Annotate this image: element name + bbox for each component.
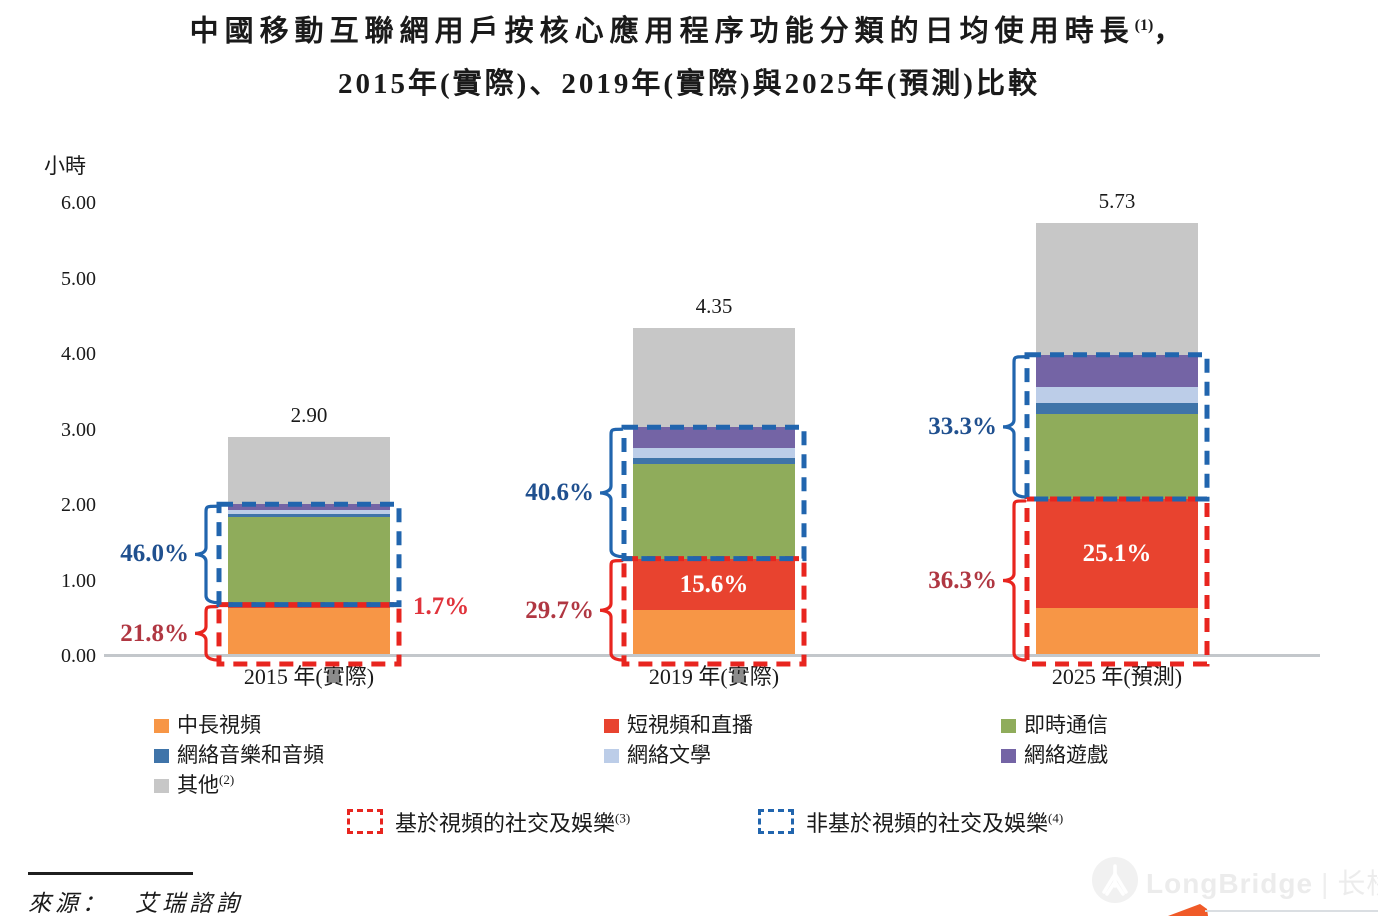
bar-segment-即時通信 <box>228 517 390 605</box>
percent-label-video-based: 21.8% <box>120 620 189 648</box>
x-axis-category-label: 2025 年(預測) <box>1051 664 1183 689</box>
legend-label: 網絡音樂和音頻 <box>177 743 324 767</box>
legend-label: 其他 <box>177 773 219 797</box>
bar-segment-網絡音樂和音頻 <box>1036 403 1198 414</box>
logo-swoosh-icon <box>1168 904 1208 916</box>
legend-item-video-based-social-entertainment: 基於視頻的社交及娛樂(3) <box>347 806 631 836</box>
legend-item-non-video-based-social-entertainment: 非基於視頻的社交及娛樂(4) <box>758 806 1064 836</box>
bar-segment-網絡文學 <box>228 510 390 515</box>
legend-sup: (4) <box>1048 810 1064 826</box>
legend-sup: (2) <box>219 772 235 787</box>
bar-segment-網絡文學 <box>1036 387 1198 404</box>
percent-label-non-video-based: 40.6% <box>525 478 594 506</box>
legend-item-instant-messaging: 即時通信 <box>1001 709 1108 737</box>
bar-segment-網絡遊戲 <box>228 504 390 511</box>
legend-label: 非基於視頻的社交及娛樂 <box>806 811 1049 836</box>
bar-segment-網絡遊戲 <box>1036 354 1198 388</box>
bar-segment-即時通信 <box>633 464 795 559</box>
legend-item-short-video-live: 短視頻和直播 <box>604 709 753 737</box>
legend-swatch-instant-messaging <box>1001 719 1016 733</box>
percent-label-inner: 15.6% <box>679 571 749 599</box>
percent-label-side: 1.7% <box>413 592 470 620</box>
bar-segment-中長視頻 <box>1036 607 1198 656</box>
bar-total-label: 2.90 <box>290 403 328 428</box>
x-axis-baseline <box>104 654 1320 657</box>
legend-item-online-games: 網絡遊戲 <box>1001 739 1108 767</box>
bar-total-label: 5.73 <box>1098 189 1136 214</box>
bar-segment-網絡遊戲 <box>633 427 795 449</box>
watermark-text: LongBridge|长桥 <box>1146 862 1378 902</box>
y-tick-label: 1.00 <box>61 569 96 592</box>
y-tick-label: 4.00 <box>61 343 96 365</box>
percent-label-video-based: 36.3% <box>928 567 997 595</box>
legend-item-online-literature: 網絡文學 <box>604 739 711 767</box>
watermark-brand: LongBridge <box>1146 868 1314 899</box>
bar-segment-網絡文學 <box>633 448 795 459</box>
legend-label: 即時通信 <box>1024 713 1108 737</box>
legend-label: 短視頻和直播 <box>627 713 753 737</box>
legend-swatch-others <box>154 779 169 793</box>
legend-item-online-music-audio: 網絡音樂和音頻 <box>154 739 324 767</box>
y-tick-label: 5.00 <box>61 267 96 290</box>
x-axis-category-label: 2015 年(實際) <box>243 664 375 689</box>
legend-label: 網絡遊戲 <box>1024 743 1108 767</box>
longbridge-logo-icon <box>1092 857 1138 903</box>
chart-title-line1-text: 中國移動互聯網用戶按核心應用程序功能分類的日均使用時長 <box>189 15 1135 48</box>
legend-dashed-swatch-blue <box>758 809 794 834</box>
y-axis-unit-label: 小時 <box>44 154 86 178</box>
source-label: 來源： <box>28 891 109 916</box>
y-tick-label: 2.00 <box>61 494 96 516</box>
watermark-separator: | <box>1321 868 1330 899</box>
y-tick-label: 6.00 <box>61 192 96 214</box>
bar-segment-其他 <box>228 437 390 505</box>
chart-title-line1: 中國移動互聯網用戶按核心應用程序功能分類的日均使用時長(1)， <box>0 6 1378 52</box>
bar-total-label: 4.35 <box>695 293 733 318</box>
legend-dashed-swatch-red <box>347 809 383 834</box>
y-tick-label: 0.00 <box>61 645 96 667</box>
percent-label-non-video-based: 33.3% <box>928 412 997 440</box>
footer-line <box>1205 910 1378 912</box>
percent-label-video-based: 29.7% <box>525 597 594 625</box>
chart-title-footnote-1: (1) <box>1134 17 1154 34</box>
bar-segment-中長視頻 <box>228 608 390 656</box>
bar-segment-網絡音樂和音頻 <box>228 514 390 518</box>
legend-swatch-mid-long-video <box>154 719 169 733</box>
legend-label: 中長視頻 <box>177 713 261 737</box>
legend-label: 網絡文學 <box>627 743 711 767</box>
bar-segment-其他 <box>633 327 795 428</box>
legend-item-mid-long-video: 中長視頻 <box>154 709 261 737</box>
bar-segment-網絡音樂和音頻 <box>633 458 795 465</box>
source-divider <box>28 872 193 875</box>
x-axis-category-label: 2019 年(實際) <box>648 664 780 689</box>
source-note: 來源： 艾瑞諮詢 <box>28 884 243 916</box>
legend-item-others: 其他(2) <box>154 769 235 797</box>
legend-swatch-online-music-audio <box>154 749 169 763</box>
legend-swatch-online-games <box>1001 749 1016 763</box>
legend-swatch-online-literature <box>604 749 619 763</box>
legend-sup: (3) <box>615 810 631 826</box>
watermark-brand-cn: 长桥 <box>1337 868 1378 899</box>
legend-swatch-short-video-live <box>604 719 619 733</box>
y-tick-label: 3.00 <box>61 418 96 441</box>
bar-segment-短視頻和直播 <box>228 604 390 609</box>
percent-label-inner: 25.1% <box>1082 540 1152 568</box>
source-name: 艾瑞諮詢 <box>135 891 243 916</box>
chart-title: 中國移動互聯網用戶按核心應用程序功能分類的日均使用時長(1)， 2015年(實際… <box>0 6 1378 104</box>
percent-label-non-video-based: 46.0% <box>120 540 189 568</box>
chart-title-line1-tail: ， <box>1153 15 1189 48</box>
bar-segment-其他 <box>1036 223 1198 355</box>
legend-label: 基於視頻的社交及娛樂 <box>395 811 616 836</box>
bar-segment-中長視頻 <box>633 609 795 656</box>
chart-title-line2: 2015年(實際)、2019年(實際)與2025年(預測)比較 <box>338 67 1040 100</box>
bar-segment-即時通信 <box>1036 413 1198 499</box>
